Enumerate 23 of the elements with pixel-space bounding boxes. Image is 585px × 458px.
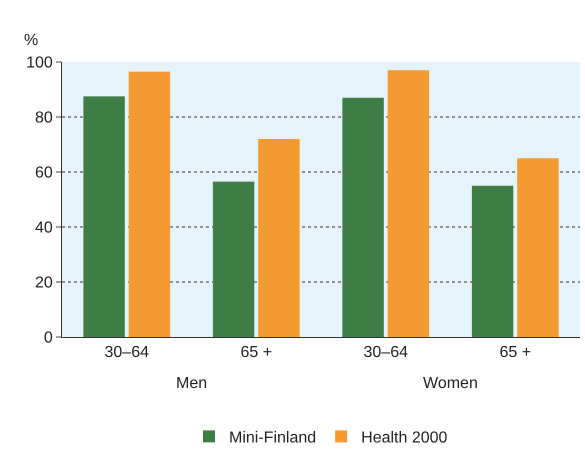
bar	[258, 139, 300, 337]
bar	[472, 186, 514, 337]
bar	[342, 98, 384, 337]
y-tick-label: 60	[35, 164, 53, 182]
bar	[128, 72, 170, 337]
legend-label: Health 2000	[361, 430, 448, 447]
y-axis-title: %	[24, 32, 38, 49]
text: Women	[423, 375, 478, 392]
x-tick-label: 65 +	[499, 344, 532, 362]
bar	[83, 96, 125, 337]
x-tick-label: 65 +	[240, 344, 272, 362]
y-tick-label: 20	[35, 274, 53, 292]
bar	[388, 70, 430, 337]
y-tick-label: 0	[44, 330, 53, 347]
y-tick-label: 100	[26, 54, 53, 72]
x-tick-label: 30–64	[364, 344, 408, 362]
text: Men	[176, 375, 208, 392]
bar	[517, 158, 559, 337]
y-tick-label: 40	[35, 220, 53, 237]
x-tick-label: 30–64	[104, 344, 150, 362]
legend-label: Mini-Finland	[229, 430, 316, 447]
bar	[212, 182, 254, 337]
y-tick-label: 80	[35, 110, 53, 127]
